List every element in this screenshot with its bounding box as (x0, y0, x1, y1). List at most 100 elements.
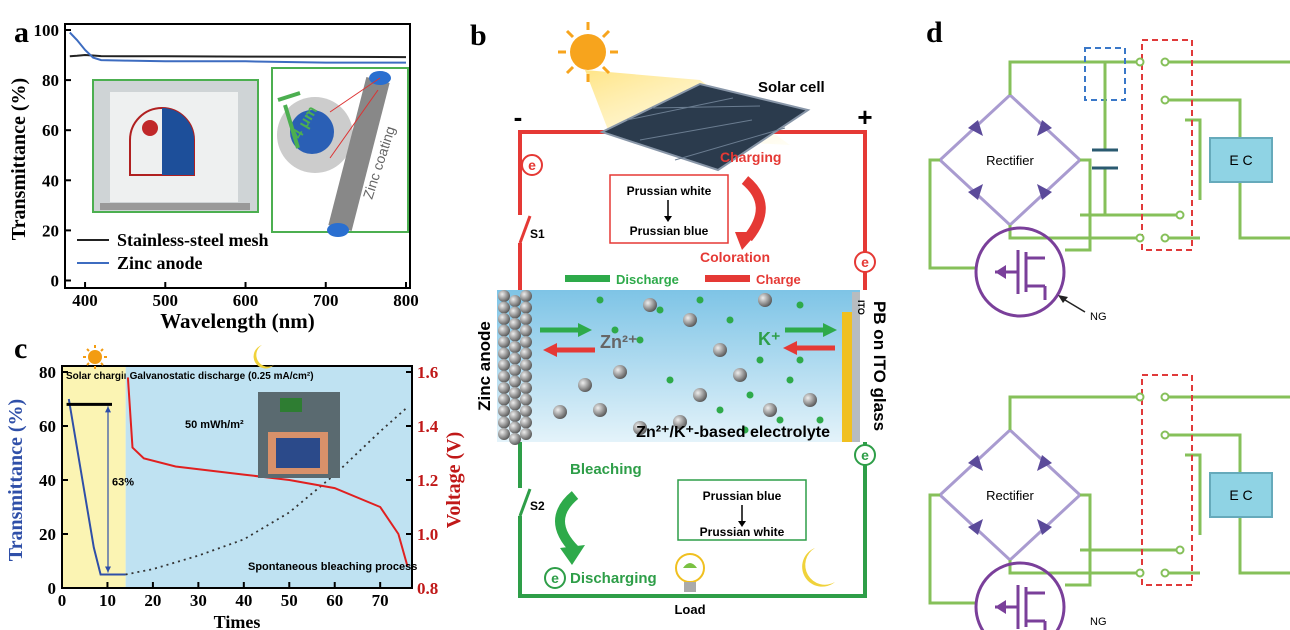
circle (142, 120, 158, 136)
label: Coloration (700, 249, 770, 265)
zn-ion (693, 388, 707, 402)
label: K⁺ (758, 329, 781, 349)
zn-ion (733, 368, 747, 382)
use (928, 38, 1290, 318)
label: Rectifier (986, 153, 1034, 168)
y2-tick-label: 1.6 (417, 363, 438, 382)
x-tick-label: 30 (190, 591, 207, 610)
label: Bleaching (570, 461, 642, 478)
region-label: Solar charging (66, 371, 136, 382)
k-ion (636, 336, 644, 344)
zinc-atom (498, 290, 510, 302)
k-ion (776, 416, 784, 424)
legend-label: Discharge (616, 272, 679, 287)
region-label: Galvanostatic discharge (0.25 mA/cm²) (130, 371, 314, 382)
zinc-atom (498, 336, 510, 348)
y-axis-label: Transmittance (%) (8, 78, 30, 240)
k-ion (716, 406, 724, 414)
path (626, 97, 786, 161)
g: Solar cell - + S1 S2 Charging Prussian w… (475, 79, 889, 617)
path (277, 91, 301, 149)
zinc-atom (498, 405, 510, 417)
path (1092, 148, 1118, 170)
electron (854, 444, 876, 466)
rect (100, 203, 250, 210)
k-ion (611, 326, 619, 334)
zinc-atom (520, 405, 532, 417)
label: S1 (530, 227, 545, 241)
zinc-atom (509, 295, 521, 307)
diagram-d (928, 38, 1290, 630)
circle (1160, 392, 1170, 402)
y-tick-label: 40 (42, 171, 59, 190)
circle (1135, 233, 1145, 243)
k-ion (746, 391, 754, 399)
label: Load (674, 602, 705, 617)
k-ion (596, 296, 604, 304)
rect (684, 582, 696, 592)
g: Rectifier E C NG Rectifier E C NG (986, 152, 1253, 628)
x-tick-label: 0 (58, 591, 67, 610)
zinc-atom (520, 313, 532, 325)
zinc-atom (509, 421, 521, 434)
rect (280, 398, 302, 412)
k-ion (726, 316, 734, 324)
label: Prussian white (627, 184, 712, 198)
zinc-atom (498, 313, 510, 325)
panel-label: c (14, 332, 27, 365)
zinc-atom (498, 359, 510, 371)
zinc-atom (509, 352, 521, 365)
x-tick-label: 40 (235, 591, 252, 610)
k-ion (656, 306, 664, 314)
k-ion (796, 356, 804, 364)
zinc-atom (520, 301, 532, 314)
label: NG (1090, 616, 1107, 628)
rect (609, 174, 729, 244)
diagram-b: e e e e (497, 22, 876, 598)
polygon (664, 216, 672, 222)
x-tick-label: 20 (144, 591, 161, 610)
x-tick-label: 70 (372, 591, 389, 610)
x-tick-label: 500 (153, 291, 179, 310)
zinc-atom (520, 382, 532, 394)
circle (290, 110, 334, 154)
line (329, 89, 379, 159)
y-tick-label: 0 (48, 579, 57, 598)
x-tick-label: 400 (72, 291, 98, 310)
g (1135, 57, 1185, 578)
x-tick-label: 700 (313, 291, 339, 310)
zn-ion (633, 421, 647, 435)
path (555, 491, 579, 554)
label: Prussian blue (630, 224, 709, 238)
x-axis-label: Times (214, 612, 261, 630)
circle (1160, 57, 1170, 67)
circle (1160, 568, 1170, 578)
polygon (738, 521, 746, 527)
line (329, 77, 381, 113)
label: Solar cell (758, 79, 825, 96)
electron (544, 567, 566, 589)
panel-label: a (14, 16, 29, 49)
zinc-atom (509, 364, 521, 376)
k-ion (786, 376, 794, 384)
zn-ion (763, 403, 777, 417)
zinc-atom (498, 347, 510, 360)
zinc-atom (498, 416, 510, 429)
zn-ion (758, 293, 772, 307)
polygon (783, 341, 797, 355)
y-tick-label: 40 (39, 471, 56, 490)
zinc-atom (509, 341, 521, 353)
line (518, 215, 532, 244)
electron (854, 251, 876, 273)
k-ion (796, 301, 804, 309)
circle (1175, 210, 1185, 220)
annotation: Spontaneous bleaching process (248, 561, 417, 573)
zn-ion (683, 313, 697, 327)
y2-tick-label: 1.4 (417, 417, 439, 436)
plot-frame (64, 23, 411, 289)
g: e e e e (521, 154, 876, 589)
zn-ion (578, 378, 592, 392)
path (253, 345, 274, 369)
zinc-atom (520, 370, 532, 383)
